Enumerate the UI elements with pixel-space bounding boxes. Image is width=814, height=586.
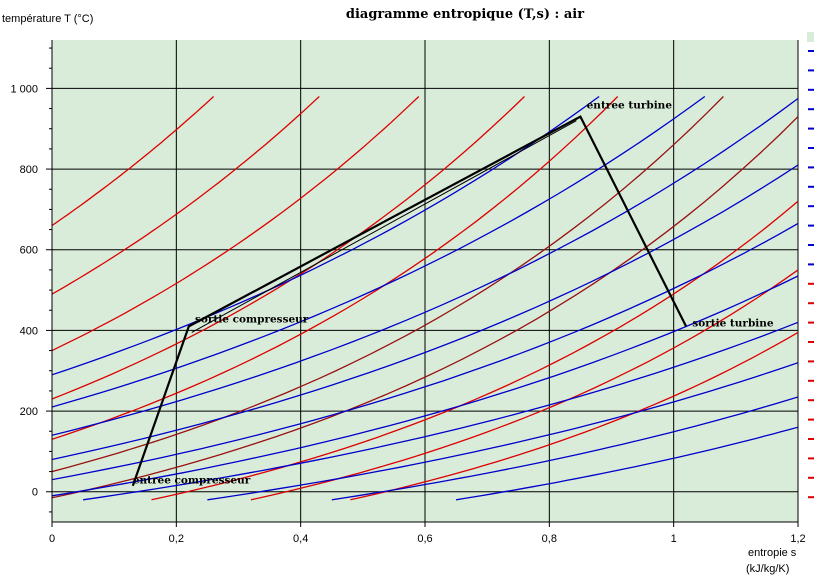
y-tick-label: 800 xyxy=(20,164,38,176)
isobar-curve xyxy=(207,362,798,501)
isobar-curve xyxy=(52,97,798,436)
x-tick-label: 1 xyxy=(671,533,677,545)
axes: 0 200 400 600 800 1 000 0 0,2 0,4 0,6 0,8 1 1,2 xyxy=(10,40,806,545)
chart-title: diagramme entropique (T,s) : air xyxy=(346,7,584,22)
x-tick-label: 0,6 xyxy=(417,533,432,545)
y-axis-label: température T (°C) xyxy=(2,13,93,25)
x-tick-label: 0,2 xyxy=(169,533,184,545)
isobar-curve xyxy=(52,222,798,481)
legend-mark xyxy=(808,399,814,402)
y-tick-label: 0 xyxy=(32,487,38,499)
isobar-curve xyxy=(455,426,798,501)
isobar-curve xyxy=(83,321,798,501)
x-axis-label: entropie s xyxy=(748,547,797,559)
legend xyxy=(807,32,814,499)
legend-mark xyxy=(808,360,814,363)
legend-mark xyxy=(808,438,814,440)
isochore-curve xyxy=(151,200,798,501)
legend-mark xyxy=(808,457,814,460)
x-tick-label: 0 xyxy=(49,533,55,545)
annotation-label: entree compresseur xyxy=(133,475,251,487)
legend-mark xyxy=(808,205,814,208)
legend-mark xyxy=(808,321,814,324)
isochore-curve xyxy=(52,96,320,295)
legend-mark xyxy=(808,88,814,91)
isochore-curve xyxy=(350,331,798,501)
legend-mark xyxy=(808,166,814,169)
legend-mark xyxy=(808,263,814,266)
y-tick-label: 200 xyxy=(20,406,38,418)
legend-mark xyxy=(808,244,814,246)
isochore-curve xyxy=(52,96,724,473)
curves xyxy=(52,95,798,501)
annotations: entree compresseur sortie compresseur entr… xyxy=(133,100,774,487)
annotation-label: sortie compresseur xyxy=(195,313,309,325)
isochore-curve xyxy=(52,116,798,499)
cycle-line xyxy=(131,115,688,487)
legend-mark xyxy=(808,127,814,130)
isobar-curve xyxy=(52,95,600,376)
brayton-cycle xyxy=(131,115,688,487)
isobar-curve xyxy=(52,275,798,497)
legend-mark xyxy=(808,341,814,343)
x-tick-label: 1,2 xyxy=(790,533,805,545)
cycle-heating-line xyxy=(191,120,577,333)
legend-mark xyxy=(808,379,814,382)
legend-mark xyxy=(808,108,814,111)
annotation-label: sortie turbine xyxy=(692,317,774,329)
legend-mark xyxy=(808,496,814,499)
y-tick-label: 400 xyxy=(20,325,38,337)
annotation-label: entree turbine xyxy=(587,100,673,112)
legend-swatch-bg xyxy=(807,32,814,42)
grid-lines xyxy=(51,40,799,522)
x-tick-label: 0,4 xyxy=(293,533,308,545)
legend-mark xyxy=(808,185,814,188)
y-tick-label: 1 000 xyxy=(10,83,38,95)
x-axis-unit-label: (kJ/kg/K) xyxy=(746,563,789,575)
isochore-curve xyxy=(52,96,619,440)
legend-mark xyxy=(808,418,814,421)
legend-mark xyxy=(808,69,814,72)
y-tick-label: 600 xyxy=(20,245,38,257)
isobar-curve xyxy=(331,396,798,501)
isochore-curve xyxy=(52,96,420,352)
legend-mark xyxy=(808,302,814,305)
legend-mark xyxy=(808,147,814,149)
isobar-curve xyxy=(52,164,798,461)
isochore-curve xyxy=(52,96,215,227)
isobar-curve xyxy=(52,95,706,408)
legend-mark xyxy=(808,50,814,52)
legend-mark xyxy=(808,224,814,227)
legend-mark xyxy=(808,476,814,479)
legend-mark xyxy=(808,282,814,285)
x-tick-label: 0,8 xyxy=(542,533,557,545)
